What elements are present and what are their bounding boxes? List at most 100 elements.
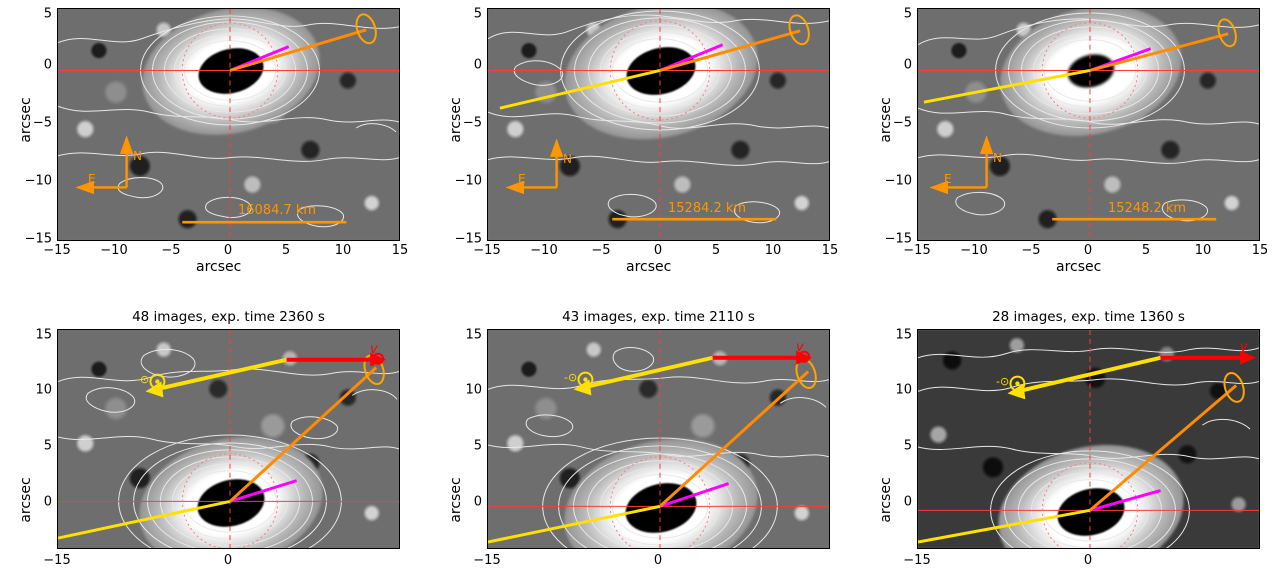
y-tick-top-3-2: −5 (892, 115, 912, 131)
y-tick-top-1-3: −10 (24, 173, 52, 189)
compass-n-label-top-3: N (993, 151, 1002, 165)
direction-vectors-bottom-3 (918, 372, 1245, 544)
compass-e-label-top-3: E (944, 172, 952, 186)
plot-area-bottom-1[interactable]: v -⊙ (57, 329, 400, 549)
y-tick-top-2-0: 5 (473, 6, 482, 22)
plot-area-top-2[interactable]: N E 15284.2 km (487, 8, 830, 241)
compass-top-3 (929, 135, 994, 195)
y-tick-top-1-4: −15 (24, 231, 52, 247)
y-tick-top-1-0: 5 (43, 6, 52, 22)
compass-e-label-top-2: E (518, 172, 526, 186)
scalebar-top-1 (182, 220, 347, 224)
x-tick-top-2-2: −5 (591, 243, 611, 258)
direction-vectors-bottom-2 (488, 358, 817, 544)
y-tick-bottom-2-3: 0 (473, 494, 482, 510)
direction-vectors-top-3 (923, 18, 1237, 104)
sunward-line-bottom-3 (918, 508, 1091, 544)
panel-epoch-1-top: arcsec 5 0 −5 −10 −15 (0, 0, 430, 276)
antitail-marker-bottom-3 (1223, 372, 1245, 403)
x-tick-bottom-1-3: 0 (223, 553, 233, 568)
y-tick-top-2-4: −15 (454, 231, 482, 247)
x-tick-top-1-6: 15 (391, 243, 409, 258)
scalebar-label-top-2: 15284.2 km (668, 201, 747, 216)
y-tick-bottom-3-1: 10 (895, 382, 912, 398)
x-axis-label-top-3: arcsec (1056, 259, 1102, 275)
x-tick-top-3-5: 10 (1194, 243, 1212, 258)
y-tick-top-1-1: 0 (43, 57, 52, 73)
y-tick-bottom-2-0: 15 (465, 327, 482, 343)
x-tick-bottom-2-3: 0 (653, 553, 663, 568)
y-tick-bottom-2-1: 10 (465, 382, 482, 398)
scalebar-top-2 (612, 217, 777, 221)
dust-line-bottom-1 (229, 479, 298, 503)
compass-top-1 (75, 135, 134, 195)
x-tick-top-3-0: −15 (903, 243, 931, 258)
plot-area-top-1[interactable]: N E 16084.7 km (57, 8, 400, 241)
caption-epoch-3-line1: 28 images, exp. time 1360 s (992, 309, 1185, 325)
sun-velocity-vectors-bottom-1 (145, 352, 387, 398)
plot-area-top-3[interactable]: N E 15248.2 km (917, 8, 1260, 241)
plot-area-bottom-2[interactable]: v -⊙ (487, 329, 830, 549)
x-tick-top-1-3: 0 (223, 243, 233, 258)
crosshair-top-1 (58, 9, 399, 240)
x-tick-bottom-1-0: −15 (43, 553, 71, 568)
x-tick-top-1-5: 10 (334, 243, 352, 258)
sun-label-bottom-1: -⊙ (136, 373, 150, 386)
dust-line-bottom-2 (659, 482, 730, 508)
caption-epoch-2-line1: 43 images, exp. time 2110 s (562, 309, 755, 325)
x-tick-bottom-3-0: −15 (903, 553, 931, 568)
compass-e-label-top-1: E (88, 172, 96, 186)
velocity-label-bottom-3: v (1240, 340, 1248, 355)
velocity-label-bottom-2: v (796, 340, 804, 355)
antitail-line-top-1 (229, 28, 367, 72)
x-tick-top-3-1: −10 (960, 243, 988, 258)
antitail-line-top-2 (659, 29, 801, 72)
direction-vectors-top-1 (229, 13, 377, 72)
scalebar-label-top-1: 16084.7 km (238, 203, 317, 218)
sunward-line-bottom-1 (58, 499, 231, 540)
x-tick-top-2-0: −15 (473, 243, 501, 258)
x-tick-top-1-4: 5 (281, 243, 291, 258)
x-tick-bottom-2-0: −15 (473, 553, 501, 568)
y-tick-top-2-2: −5 (462, 115, 482, 131)
y-tick-top-1-2: −5 (32, 115, 52, 131)
x-tick-top-3-4: 5 (1141, 243, 1151, 258)
y-tick-bottom-1-1: 10 (35, 382, 52, 398)
panel-epoch-1-bottom: arcsec 15 10 5 0 (0, 325, 430, 568)
y-tick-top-3-3: −10 (884, 173, 912, 189)
x-tick-top-2-6: 15 (821, 243, 839, 258)
direction-vectors-bottom-1 (58, 354, 385, 540)
sun-label-bottom-3: -⊙ (996, 375, 1010, 388)
x-tick-bottom-3-3: 0 (1083, 553, 1093, 568)
scalebar-label-top-3: 15248.2 km (1108, 201, 1187, 216)
x-tick-top-3-2: −5 (1021, 243, 1041, 258)
sun-arrow-bottom-3 (1016, 355, 1162, 394)
sunward-line-top-3 (923, 69, 1091, 104)
x-tick-top-1-2: −5 (161, 243, 181, 258)
sunward-line-bottom-2 (488, 504, 661, 544)
x-tick-top-1-0: −15 (43, 243, 71, 258)
y-tick-bottom-2-2: 5 (473, 438, 482, 454)
y-tick-bottom-1-2: 5 (43, 438, 52, 454)
sun-velocity-vectors-bottom-3 (1007, 350, 1257, 400)
x-tick-top-2-1: −10 (530, 243, 558, 258)
y-tick-top-3-4: −15 (884, 231, 912, 247)
x-tick-top-2-4: 5 (711, 243, 721, 258)
sun-arrow-bottom-1 (154, 357, 288, 392)
y-tick-bottom-1-3: 0 (43, 494, 52, 510)
y-tick-bottom-1-0: 15 (35, 327, 52, 343)
antitail-line-top-3 (1089, 32, 1229, 72)
sun-arrow-bottom-2 (582, 355, 714, 390)
y-tick-top-2-1: 0 (473, 57, 482, 73)
panel-epoch-2-bottom: arcsec 15 10 5 0 (430, 325, 860, 568)
y-tick-top-2-3: −10 (454, 173, 482, 189)
dust-line-bottom-3 (1089, 489, 1161, 512)
antitail-marker-top-1 (355, 13, 377, 45)
plot-area-bottom-3[interactable]: v -⊙ (917, 329, 1260, 549)
x-tick-top-3-6: 15 (1251, 243, 1269, 258)
y-tick-bottom-3-3: 0 (903, 494, 912, 510)
antitail-line-bottom-2 (658, 370, 810, 508)
panel-epoch-3-top: arcsec 5 0 −5 −10 −15 (860, 0, 1280, 276)
compass-top-2 (505, 138, 564, 195)
panel-epoch-2-top: arcsec 5 0 −5 −10 −15 (430, 0, 860, 276)
